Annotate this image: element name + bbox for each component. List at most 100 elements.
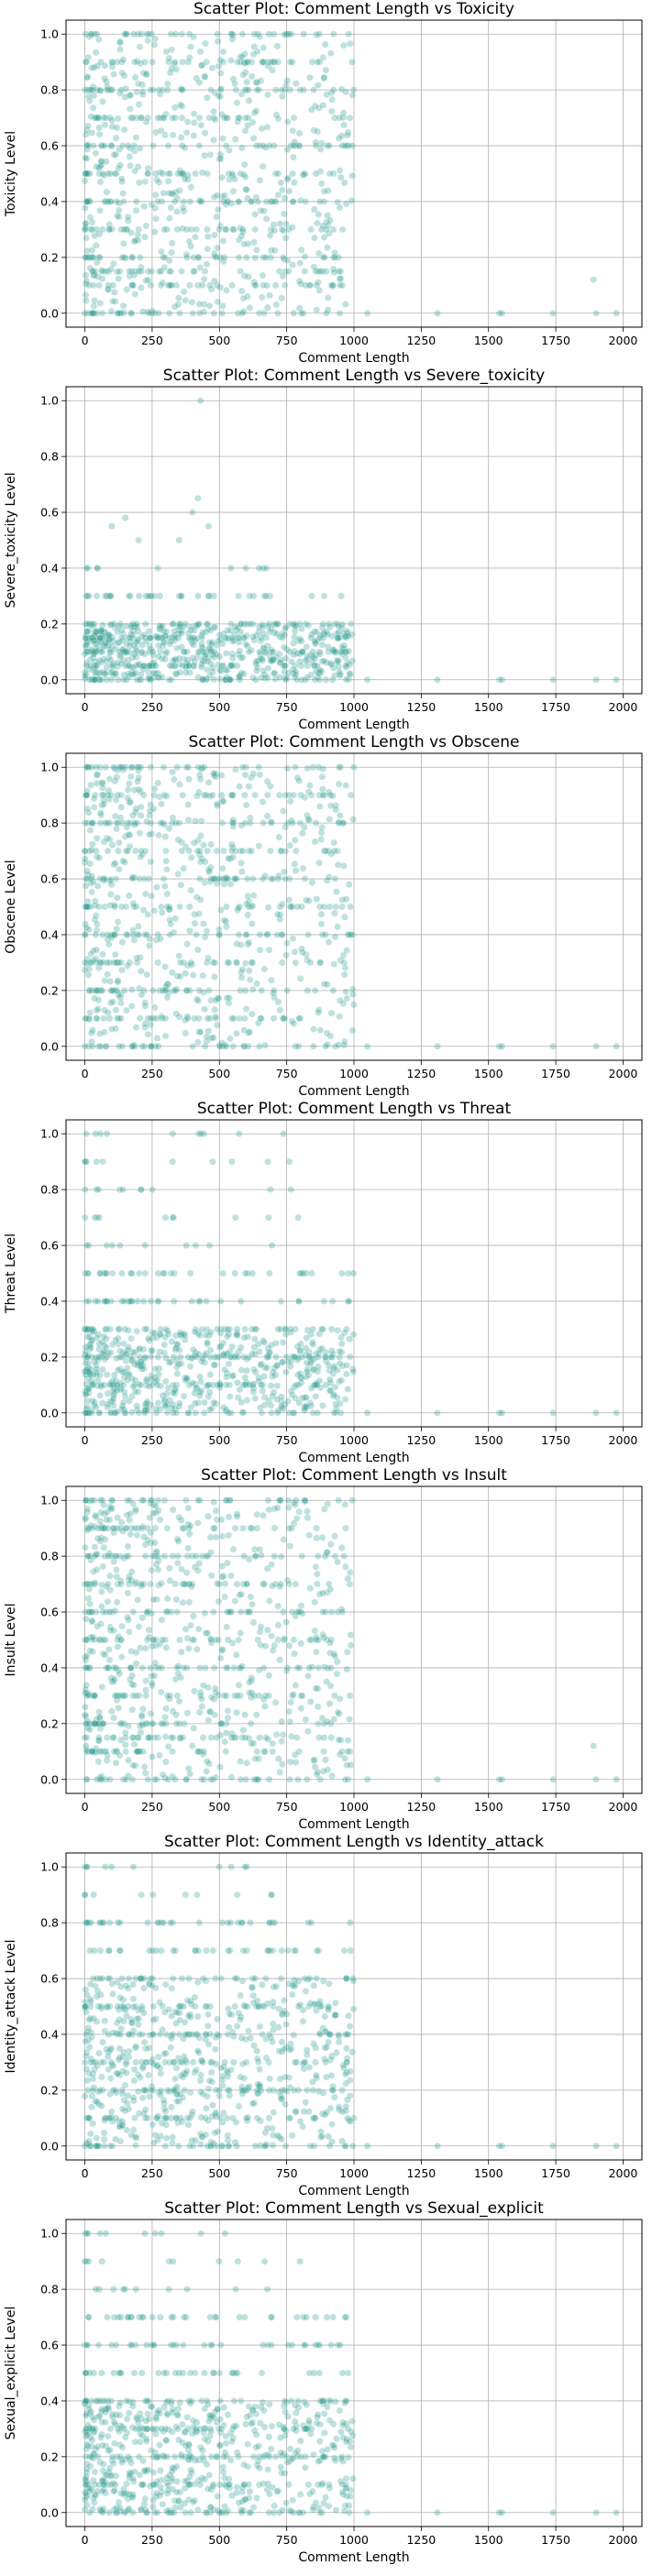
data-point (166, 1577, 174, 1584)
data-point (126, 1628, 133, 1636)
data-point (135, 1623, 143, 1630)
data-point (83, 198, 92, 205)
data-point (196, 1692, 204, 1700)
data-point (120, 1298, 128, 1305)
data-point (127, 229, 135, 236)
data-point (345, 632, 352, 640)
data-point (248, 58, 256, 66)
data-point (341, 1396, 349, 1403)
data-point (242, 565, 249, 572)
data-point (130, 1740, 138, 1748)
data-point (103, 1130, 111, 1137)
data-point (204, 170, 211, 178)
data-point (82, 225, 89, 234)
data-point (255, 763, 262, 771)
data-point (95, 170, 103, 178)
data-point (326, 49, 335, 57)
data-point (184, 1409, 193, 1417)
data-point (145, 628, 153, 635)
data-point (282, 234, 290, 242)
data-point (168, 1734, 175, 1741)
data-point (121, 514, 129, 521)
data-point (278, 86, 285, 93)
data-point (168, 248, 175, 257)
data-point (195, 301, 204, 308)
data-point (185, 1598, 193, 1606)
data-point (114, 893, 121, 902)
data-point (238, 53, 246, 60)
data-point (96, 87, 105, 94)
data-point (326, 1376, 334, 1384)
data-point (344, 1648, 351, 1656)
data-point (150, 791, 158, 799)
data-point (327, 1325, 336, 1333)
data-point (303, 2046, 311, 2054)
data-point (342, 654, 349, 662)
data-point (287, 903, 295, 911)
data-point (186, 1363, 194, 1370)
data-point (314, 219, 321, 227)
data-point (166, 641, 174, 648)
data-point (245, 86, 252, 93)
data-point (228, 840, 236, 849)
data-point (276, 674, 283, 681)
data-point (165, 257, 173, 265)
data-point (315, 249, 323, 258)
data-point (201, 1398, 208, 1407)
data-point (337, 268, 345, 275)
data-point (171, 30, 180, 38)
data-point (110, 1677, 118, 1685)
data-point (155, 268, 163, 275)
data-point (88, 310, 96, 317)
data-point (285, 1707, 293, 1716)
data-point (100, 171, 107, 180)
x-tick-label: 2000 (609, 1800, 638, 1814)
data-point (219, 797, 227, 805)
data-point (329, 225, 337, 234)
data-point (262, 592, 270, 600)
data-point (299, 2122, 306, 2131)
data-point (274, 1504, 282, 1512)
data-point (98, 1588, 105, 1595)
y-tick-label: 0.0 (40, 1406, 59, 1420)
data-point (199, 676, 207, 684)
data-point (196, 875, 204, 882)
data-point (172, 1409, 180, 1417)
data-point (332, 1999, 339, 2007)
data-point (217, 84, 225, 93)
data-point (81, 1043, 89, 1050)
data-point (298, 1354, 306, 1361)
data-point (235, 236, 243, 244)
data-point (227, 676, 234, 684)
data-point (172, 670, 181, 678)
data-point (299, 864, 307, 872)
data-point (267, 1402, 275, 1409)
data-point (315, 676, 324, 684)
data-point (100, 1543, 107, 1551)
data-point (153, 1381, 161, 1389)
data-point (221, 1692, 228, 1700)
data-point (98, 275, 106, 282)
data-point (210, 114, 218, 122)
data-point (108, 987, 116, 994)
data-point (235, 931, 243, 938)
data-point (233, 99, 241, 106)
data-point (95, 124, 103, 132)
x-tick-label: 1750 (541, 1800, 570, 1814)
data-point (204, 1512, 212, 1520)
data-point (592, 310, 600, 317)
data-point (336, 763, 343, 771)
data-point (159, 674, 166, 681)
data-point (99, 225, 106, 234)
data-point (93, 258, 101, 267)
data-point (300, 310, 307, 317)
data-point (260, 1580, 267, 1588)
data-point (250, 1343, 259, 1351)
data-point (107, 620, 116, 628)
data-point (138, 30, 145, 38)
data-point (211, 277, 218, 285)
x-tick-label: 1000 (339, 1067, 369, 1080)
data-point (216, 1043, 224, 1050)
data-point (88, 1608, 95, 1616)
